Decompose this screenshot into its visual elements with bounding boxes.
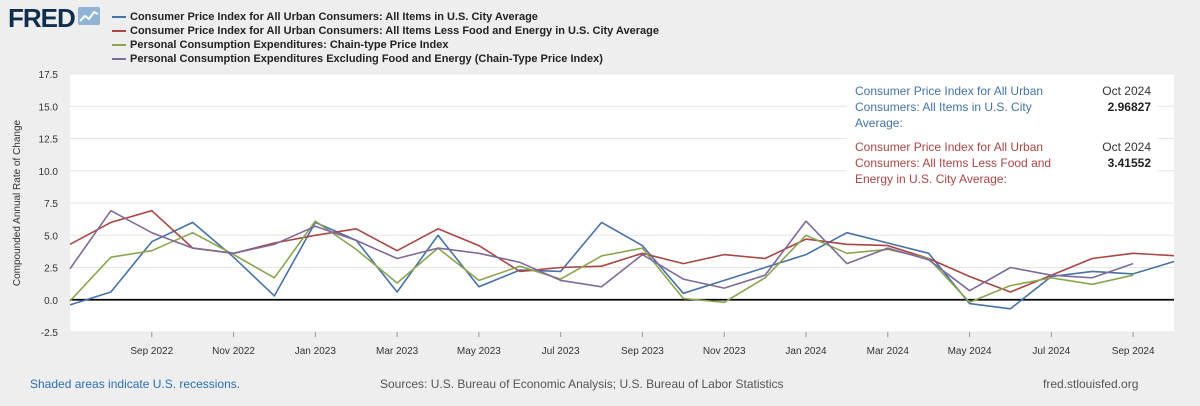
y-tick-label: -2.5	[41, 328, 59, 339]
legend-label: Consumer Price Index for All Urban Consu…	[130, 25, 659, 37]
y-tick-label: 10.0	[39, 167, 59, 178]
x-tick-label: Sep 2022	[130, 346, 173, 357]
series-line-0	[69, 221, 1175, 310]
x-tick-label: Sep 2023	[621, 346, 664, 357]
x-tick-label: Jul 2024	[1032, 346, 1070, 357]
y-axis-label: Compounded Annual Rate of Change	[12, 119, 23, 286]
legend-item-cpi[interactable]: Consumer Price Index for All Urban Consu…	[112, 10, 659, 24]
legend-label: Personal Consumption Expenditures Exclud…	[130, 53, 603, 65]
sources-text: Sources: U.S. Bureau of Economic Analysi…	[380, 377, 784, 391]
tooltip-values: Oct 2024 3.41552	[1102, 139, 1151, 187]
tooltip-date: Oct 2024	[1102, 84, 1151, 98]
legend-swatch	[112, 16, 126, 18]
x-tick-label: Mar 2024	[867, 346, 910, 357]
legend-label: Personal Consumption Expenditures: Chain…	[130, 39, 449, 51]
x-tick-label: May 2024	[948, 346, 992, 357]
y-tick-label: 2.5	[44, 264, 58, 275]
fred-logo-text: FRED	[8, 2, 76, 33]
fred-logo[interactable]: FRED	[8, 2, 100, 33]
x-tick-label: Mar 2023	[376, 346, 419, 357]
series-line-2	[69, 220, 1134, 304]
legend-swatch	[112, 30, 126, 32]
x-tick-label: May 2023	[457, 346, 501, 357]
y-tick-label: 0.0	[44, 296, 58, 307]
recession-note-link[interactable]: Shaded areas indicate U.S. recessions.	[30, 377, 241, 391]
chart-header: FRED Consumer Price Index for All Urban …	[0, 0, 1200, 70]
x-tick-label: Nov 2023	[703, 346, 746, 357]
site-link[interactable]: fred.stlouisfed.org	[1043, 377, 1139, 391]
legend-swatch	[112, 58, 126, 60]
y-tick-label: 12.5	[39, 135, 59, 146]
legend-item-pce[interactable]: Personal Consumption Expenditures: Chain…	[112, 38, 659, 52]
y-tick-label: 7.5	[44, 199, 58, 210]
tooltip-date: Oct 2024	[1102, 140, 1151, 154]
x-tick-label: Jan 2023	[295, 346, 337, 357]
legend-item-core-cpi[interactable]: Consumer Price Index for All Urban Consu…	[112, 24, 659, 38]
data-tooltip: Consumer Price Index for All Urban Consu…	[847, 79, 1157, 191]
x-tick-label: Nov 2022	[212, 346, 255, 357]
tooltip-value: 2.96827	[1107, 100, 1151, 114]
legend-label: Consumer Price Index for All Urban Consu…	[130, 11, 538, 23]
x-tick-label: Jul 2023	[542, 346, 580, 357]
x-tick-label: Jan 2024	[785, 346, 827, 357]
y-tick-label: 15.0	[39, 102, 59, 113]
legend-item-core-pce[interactable]: Personal Consumption Expenditures Exclud…	[112, 52, 659, 66]
legend-swatch	[112, 44, 126, 46]
chart-legend: Consumer Price Index for All Urban Consu…	[112, 10, 659, 66]
x-tick-label: Sep 2024	[1112, 346, 1155, 357]
tooltip-label: Consumer Price Index for All Urban Consu…	[855, 140, 1052, 186]
chart-footer: Shaded areas indicate U.S. recessions. S…	[0, 370, 1200, 400]
tooltip-row-cpi: Consumer Price Index for All Urban Consu…	[847, 79, 1157, 135]
chart-line-icon	[77, 6, 100, 30]
tooltip-value: 3.41552	[1107, 156, 1151, 170]
tooltip-values: Oct 2024 2.96827	[1102, 83, 1151, 131]
y-tick-label: 17.5	[39, 70, 59, 81]
y-tick-label: 5.0	[44, 231, 58, 242]
tooltip-label: Consumer Price Index for All Urban Consu…	[855, 84, 1044, 130]
tooltip-row-core-cpi: Consumer Price Index for All Urban Consu…	[847, 135, 1157, 191]
series-line-3	[69, 209, 1134, 292]
